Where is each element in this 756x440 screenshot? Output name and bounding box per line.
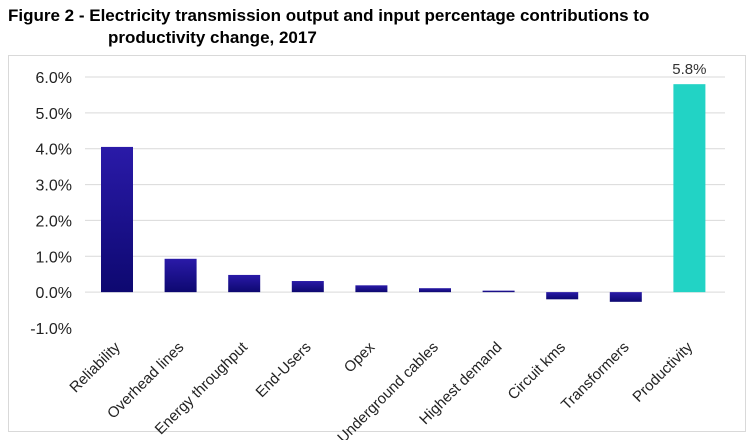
bar	[101, 146, 133, 293]
bar	[482, 290, 515, 293]
y-tick-label: 4.0%	[36, 142, 72, 159]
chart-title-line-1: Figure 2 - Electricity transmission outp…	[8, 6, 650, 25]
bar	[546, 292, 579, 300]
y-axis-ticks: 6.0% 5.0% 4.0% 3.0% 2.0% 1.0% 0.0% -1.0%	[30, 70, 72, 338]
x-category-label: Reliability	[66, 338, 124, 396]
chart-title-line-2: productivity change, 2017	[108, 28, 317, 47]
x-category-label: Productivity	[629, 338, 696, 405]
x-category-label: Opex	[341, 338, 379, 376]
y-tick-label: 0.0%	[36, 285, 72, 302]
bars	[101, 84, 706, 302]
y-tick-label: 3.0%	[36, 178, 72, 195]
bar	[673, 84, 706, 293]
y-tick-label: 1.0%	[36, 249, 72, 266]
bar	[609, 292, 642, 302]
x-category-label: End-Users	[253, 339, 315, 401]
data-label: 5.8%	[672, 61, 706, 78]
bar	[228, 274, 261, 293]
data-labels: 5.8%	[672, 61, 706, 78]
bar	[419, 288, 451, 293]
gridlines	[85, 76, 725, 293]
y-tick-label: -1.0%	[30, 321, 72, 338]
x-category-label: Transformers	[558, 339, 633, 414]
bar	[164, 258, 197, 293]
bar	[355, 285, 388, 293]
x-category-label: Circuit kms	[505, 339, 569, 403]
y-tick-label: 5.0%	[36, 106, 72, 123]
bar	[291, 281, 324, 293]
y-tick-label: 6.0%	[36, 70, 72, 87]
chart-frame	[8, 55, 746, 432]
chart-title: Figure 2 - Electricity transmission outp…	[8, 5, 748, 49]
y-tick-label: 2.0%	[36, 213, 72, 230]
